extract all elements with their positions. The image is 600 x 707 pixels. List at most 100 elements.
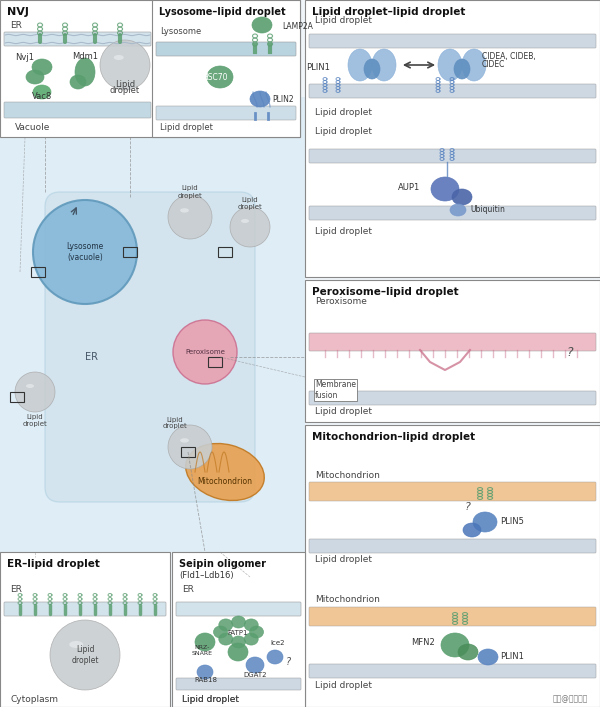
Text: ?: ? xyxy=(465,502,471,512)
Ellipse shape xyxy=(364,59,380,79)
Ellipse shape xyxy=(186,443,264,501)
Text: ER: ER xyxy=(182,585,194,593)
FancyBboxPatch shape xyxy=(0,552,170,707)
Text: Lysosome
(vacuole): Lysosome (vacuole) xyxy=(67,243,104,262)
FancyBboxPatch shape xyxy=(152,0,300,137)
Text: ?: ? xyxy=(286,657,290,667)
Text: Mitochondrion: Mitochondrion xyxy=(315,595,380,604)
Text: RAB18: RAB18 xyxy=(194,677,217,683)
Text: Lipid droplet: Lipid droplet xyxy=(315,16,372,25)
Text: ER–lipid droplet: ER–lipid droplet xyxy=(7,559,100,569)
Text: droplet: droplet xyxy=(178,193,202,199)
Ellipse shape xyxy=(452,189,472,205)
Circle shape xyxy=(230,207,270,247)
Text: ?: ? xyxy=(566,346,574,358)
Ellipse shape xyxy=(232,616,245,628)
Ellipse shape xyxy=(250,91,270,107)
Text: Mdm1: Mdm1 xyxy=(72,52,98,61)
Ellipse shape xyxy=(348,49,372,81)
Text: CIDEC: CIDEC xyxy=(482,60,505,69)
Ellipse shape xyxy=(180,438,189,443)
Ellipse shape xyxy=(70,75,86,89)
Text: Lysosome–lipid droplet: Lysosome–lipid droplet xyxy=(159,7,286,17)
Circle shape xyxy=(168,195,212,239)
Text: Lipid droplet: Lipid droplet xyxy=(182,694,239,703)
Text: AUP1: AUP1 xyxy=(398,183,420,192)
Ellipse shape xyxy=(463,523,481,537)
Text: Lipid
droplet: Lipid droplet xyxy=(71,645,99,665)
Bar xyxy=(10,392,24,402)
Text: ER: ER xyxy=(85,352,98,362)
FancyBboxPatch shape xyxy=(309,482,596,501)
Circle shape xyxy=(168,425,212,469)
Ellipse shape xyxy=(180,208,189,213)
Text: Vac8: Vac8 xyxy=(32,92,52,101)
Bar xyxy=(31,267,45,277)
Text: Mitochondrion–lipid droplet: Mitochondrion–lipid droplet xyxy=(312,432,475,442)
Text: Lipid: Lipid xyxy=(167,417,184,423)
FancyBboxPatch shape xyxy=(305,0,600,277)
Text: Lipid: Lipid xyxy=(242,197,259,203)
Ellipse shape xyxy=(207,66,233,88)
Text: Lipid droplet: Lipid droplet xyxy=(315,127,372,136)
Ellipse shape xyxy=(462,49,486,81)
Text: HSC70: HSC70 xyxy=(202,73,228,81)
Text: Mitochondrion: Mitochondrion xyxy=(197,477,253,486)
Ellipse shape xyxy=(441,633,469,657)
Text: Lipid droplet: Lipid droplet xyxy=(315,681,372,689)
Ellipse shape xyxy=(250,626,263,638)
Ellipse shape xyxy=(33,85,51,99)
Ellipse shape xyxy=(244,633,258,645)
Text: Lipid: Lipid xyxy=(26,414,43,420)
FancyBboxPatch shape xyxy=(4,32,151,46)
Ellipse shape xyxy=(473,512,497,532)
Text: ER: ER xyxy=(10,21,22,30)
Text: Ice2: Ice2 xyxy=(271,640,285,646)
Circle shape xyxy=(33,200,137,304)
Text: Membrane
fusion: Membrane fusion xyxy=(315,380,356,399)
Ellipse shape xyxy=(454,59,470,79)
Text: Vacuole: Vacuole xyxy=(15,122,50,132)
FancyBboxPatch shape xyxy=(172,552,305,707)
Text: droplet: droplet xyxy=(163,423,187,429)
Text: Peroxisome: Peroxisome xyxy=(315,298,367,307)
FancyBboxPatch shape xyxy=(309,84,596,98)
Text: Peroxisome: Peroxisome xyxy=(185,349,225,355)
Text: Lysosome: Lysosome xyxy=(160,28,201,37)
FancyBboxPatch shape xyxy=(309,664,596,678)
FancyBboxPatch shape xyxy=(156,42,296,56)
Circle shape xyxy=(15,372,55,412)
Text: PLIN1: PLIN1 xyxy=(306,63,330,72)
Text: Lipid droplet: Lipid droplet xyxy=(315,107,372,117)
Bar xyxy=(181,447,195,457)
Text: Peroxisome–lipid droplet: Peroxisome–lipid droplet xyxy=(312,287,458,297)
Text: Lipid droplet: Lipid droplet xyxy=(182,694,239,703)
Text: Seipin oligomer: Seipin oligomer xyxy=(179,559,266,569)
Ellipse shape xyxy=(244,619,258,631)
Ellipse shape xyxy=(195,633,215,651)
Text: (Fld1–Ldb16): (Fld1–Ldb16) xyxy=(179,571,233,580)
Ellipse shape xyxy=(75,58,95,86)
Ellipse shape xyxy=(219,619,233,631)
FancyBboxPatch shape xyxy=(309,391,596,405)
Text: FATP1: FATP1 xyxy=(228,630,248,636)
Text: 知乎@脂质观察: 知乎@脂质观察 xyxy=(553,694,588,703)
Ellipse shape xyxy=(197,665,213,679)
Text: PLIN1: PLIN1 xyxy=(500,652,524,661)
Text: droplet: droplet xyxy=(23,421,47,427)
Ellipse shape xyxy=(32,59,52,75)
Ellipse shape xyxy=(228,643,248,661)
Text: DGAT2: DGAT2 xyxy=(243,672,267,678)
Ellipse shape xyxy=(246,657,264,673)
FancyBboxPatch shape xyxy=(309,149,596,163)
Ellipse shape xyxy=(219,633,233,645)
Text: CIDEA, CIDEB,: CIDEA, CIDEB, xyxy=(482,52,536,61)
Text: droplet: droplet xyxy=(238,204,262,210)
Circle shape xyxy=(100,40,150,90)
FancyBboxPatch shape xyxy=(309,539,596,553)
FancyBboxPatch shape xyxy=(0,0,300,137)
Ellipse shape xyxy=(458,644,478,660)
Text: PLIN5: PLIN5 xyxy=(500,517,524,526)
Ellipse shape xyxy=(438,49,462,81)
FancyBboxPatch shape xyxy=(176,678,301,690)
